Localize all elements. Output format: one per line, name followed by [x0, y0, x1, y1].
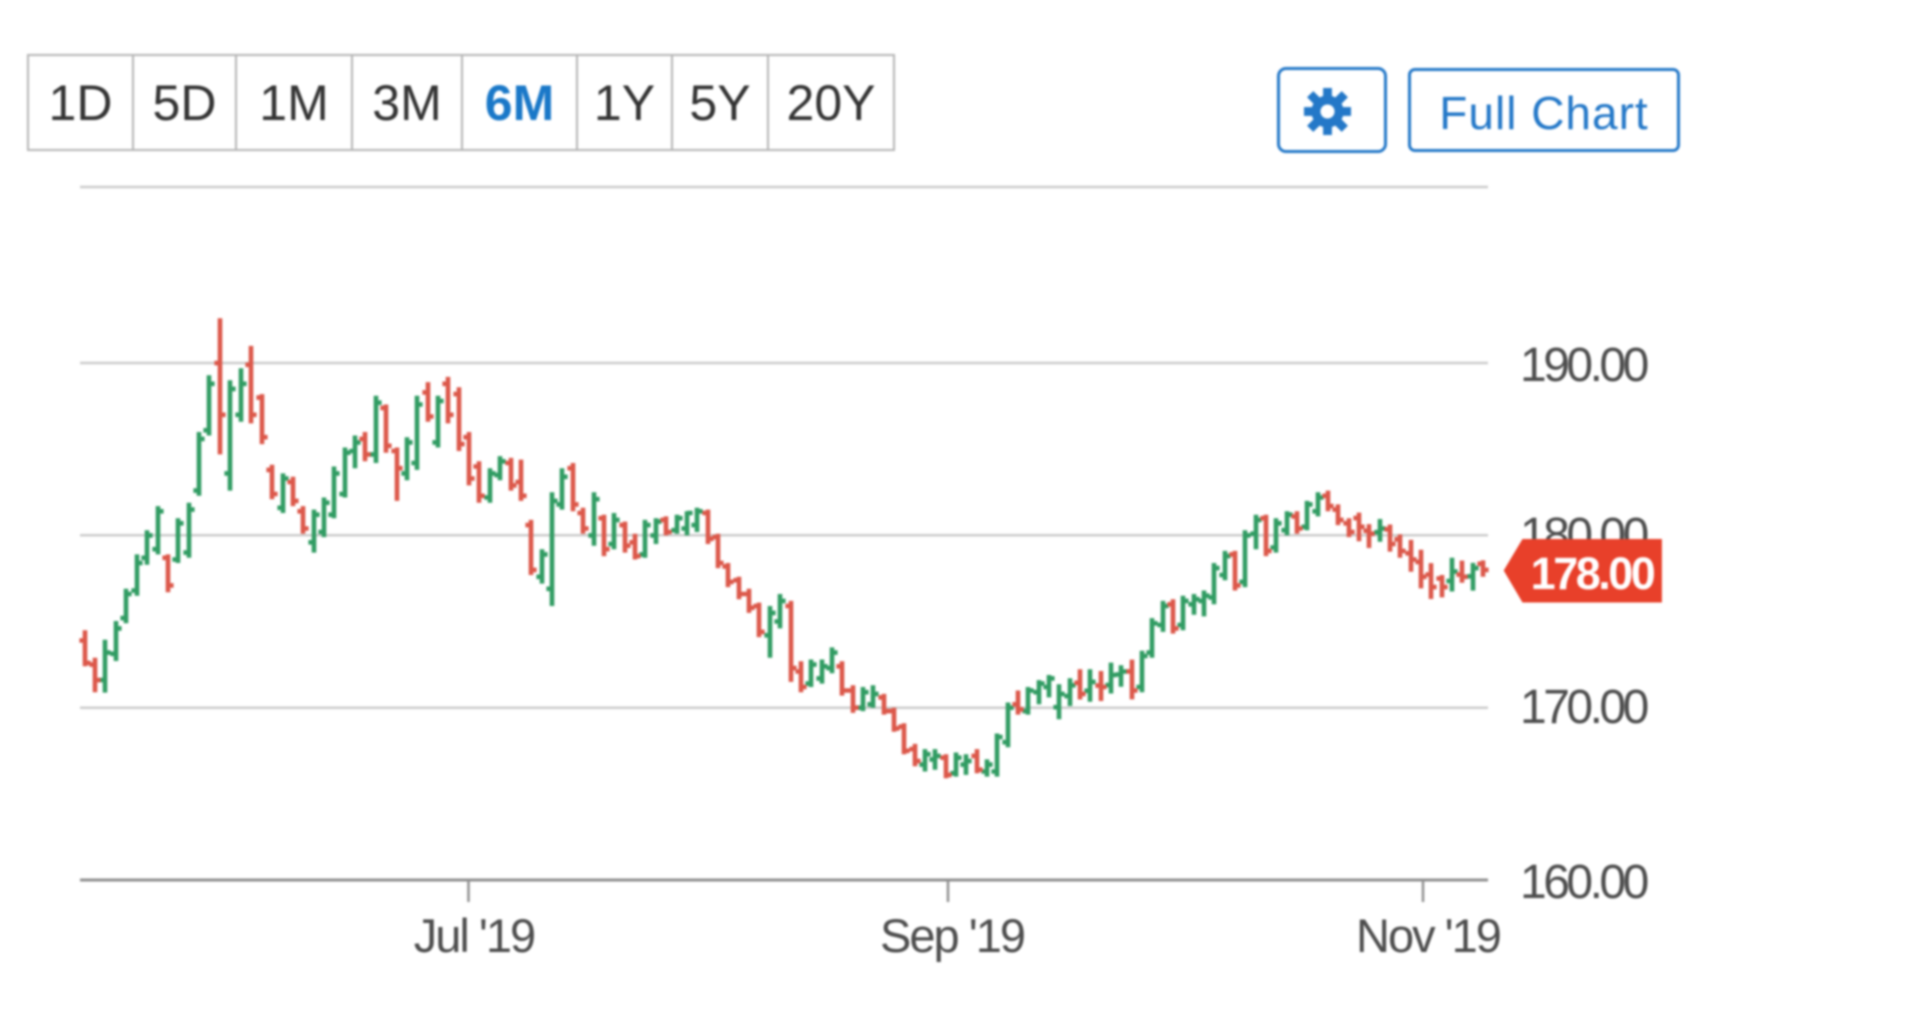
svg-text:178.00: 178.00 — [1531, 548, 1655, 599]
svg-text:Nov '19: Nov '19 — [1356, 909, 1500, 962]
svg-text:160.00: 160.00 — [1520, 856, 1648, 909]
svg-text:Sep '19: Sep '19 — [880, 909, 1024, 962]
svg-text:170.00: 170.00 — [1520, 681, 1648, 734]
svg-text:190.00: 190.00 — [1520, 339, 1648, 392]
svg-text:Jul '19: Jul '19 — [414, 909, 534, 962]
